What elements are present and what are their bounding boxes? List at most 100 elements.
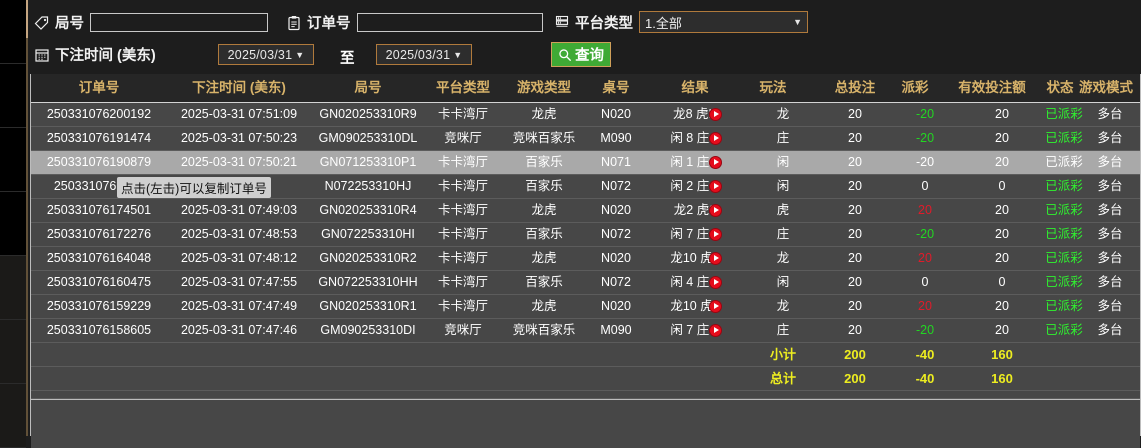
cell-order-no[interactable]: 250331076158605 xyxy=(46,323,152,337)
platform-type-value: 1.全部 xyxy=(645,15,682,31)
cell-order-no[interactable]: 250331076190879 xyxy=(46,155,152,169)
date-to-picker[interactable]: 2025/03/31 ▼ xyxy=(376,44,472,65)
cell-order-no[interactable]: 250331076172276 xyxy=(46,227,152,241)
column-header[interactable]: 结果 xyxy=(681,80,709,95)
rail-segment[interactable] xyxy=(0,384,26,448)
column-header[interactable]: 平台类型 xyxy=(436,80,490,95)
cell-round-no[interactable]: GM090253310DI xyxy=(320,323,416,337)
rail-segment[interactable] xyxy=(0,128,26,192)
cell-round-no[interactable]: GN071253310P1 xyxy=(319,155,417,169)
column-header[interactable]: 玩法 xyxy=(759,80,787,95)
copy-order-tooltip: 点击(左击)可以复制订单号 xyxy=(117,177,271,198)
cell-result: 龙10 虎4 xyxy=(670,299,720,313)
table-row[interactable]: 250331076159229 2025-03-31 07:47:49 GN0202… xyxy=(31,295,1140,319)
cell-play: 虎 xyxy=(776,203,790,217)
cell-order-no[interactable]: 250331076159229 xyxy=(46,299,152,313)
summary-label: 总计 xyxy=(769,371,796,386)
cell-play: 闲 xyxy=(776,179,790,193)
cell-total-bet: 20 xyxy=(848,251,862,265)
round-no-input[interactable] xyxy=(90,13,268,32)
play-video-icon[interactable] xyxy=(709,204,722,217)
rail-segment[interactable] xyxy=(0,64,26,128)
rail-segment[interactable] xyxy=(0,256,26,320)
cell-table-no: N072 xyxy=(601,275,631,289)
cell-platform: 卡卡湾厅 xyxy=(437,275,488,289)
column-header[interactable]: 有效投注额 xyxy=(958,80,1026,95)
cell-order-no[interactable]: 250331076200192 xyxy=(46,107,152,121)
cell-mode: 多台 xyxy=(1097,299,1123,313)
cell-table-no: M090 xyxy=(600,323,632,337)
column-header[interactable]: 局号 xyxy=(354,80,382,95)
list-icon xyxy=(554,14,570,30)
table-scroll-area[interactable] xyxy=(31,399,1140,448)
cell-round-no[interactable]: N072253310HJ xyxy=(324,179,412,193)
play-video-icon[interactable] xyxy=(709,276,722,289)
column-header[interactable]: 订单号 xyxy=(78,80,120,95)
column-header[interactable]: 游戏类型 xyxy=(517,80,571,95)
table-row[interactable]: 250331076191474 2025-03-31 07:50:23 GM0902… xyxy=(31,127,1140,151)
table-row[interactable]: 250331076190879 2025-03-31 07:50:21 GN0712… xyxy=(31,151,1140,175)
cell-order-no[interactable]: 250331076191474 xyxy=(46,131,152,145)
cell-mode: 多台 xyxy=(1097,203,1123,217)
platform-type-label: 平台类型 xyxy=(575,15,633,32)
cell-round-no[interactable]: GN072253310HI xyxy=(321,227,415,241)
date-from-value: 2025/03/31 xyxy=(227,47,293,62)
cell-round-no[interactable]: GN020253310R2 xyxy=(319,251,417,265)
cell-mode: 多台 xyxy=(1097,155,1123,169)
cell-status: 已派彩 xyxy=(1045,275,1083,289)
cell-result: 龙8 虎K xyxy=(673,107,717,121)
cell-round-no[interactable]: GN020253310R9 xyxy=(319,107,417,121)
cell-round-no[interactable]: GN072253310HH xyxy=(318,275,418,289)
cell-mode: 多台 xyxy=(1097,107,1123,121)
cell-round-no[interactable]: GN020253310R1 xyxy=(319,299,417,313)
column-header[interactable]: 总投注 xyxy=(834,80,876,95)
table-row[interactable]: 250331076164048 2025-03-31 07:48:12 GN0202… xyxy=(31,247,1140,271)
summary-valid-bet: 160 xyxy=(991,371,1013,386)
cell-table-no: N071 xyxy=(601,155,631,169)
play-video-icon[interactable] xyxy=(709,228,722,241)
cell-payout: 20 xyxy=(918,203,932,217)
play-video-icon[interactable] xyxy=(709,156,722,169)
column-header[interactable]: 游戏模式 xyxy=(1079,80,1133,95)
column-header[interactable]: 桌号 xyxy=(602,80,630,95)
order-no-input[interactable] xyxy=(356,13,543,32)
cell-order-no[interactable]: 250331076164048 xyxy=(46,251,152,265)
bet-history-table: 订单号 下注时间 (美东) 局号 平台类型 游戏类型 桌号 结果 玩法 总投注 派彩 有效投注额 状态… xyxy=(30,74,1141,448)
play-video-icon[interactable] xyxy=(709,180,722,193)
cell-round-no[interactable]: GN020253310R4 xyxy=(319,203,417,217)
search-icon xyxy=(558,48,572,62)
play-video-icon[interactable] xyxy=(709,324,722,337)
cell-table-no: N020 xyxy=(601,251,631,265)
rail-segment[interactable] xyxy=(0,320,26,384)
query-button[interactable]: 查询 xyxy=(551,42,611,67)
cell-result: 闲 2 庄 2 xyxy=(670,179,720,193)
cell-order-no[interactable]: 250331076174501 xyxy=(46,203,152,217)
table-row[interactable]: 250331076174501 2025-03-31 07:49:03 GN0202… xyxy=(31,199,1140,223)
cell-result: 闲 7 庄 1 xyxy=(670,227,720,241)
calendar-icon xyxy=(34,47,50,63)
cell-status: 已派彩 xyxy=(1045,107,1083,121)
cell-valid-bet: 20 xyxy=(995,251,1009,265)
play-video-icon[interactable] xyxy=(709,132,722,145)
play-video-icon[interactable] xyxy=(709,300,722,313)
cell-order-no[interactable]: 250331076160475 xyxy=(46,275,152,289)
column-header[interactable]: 派彩 xyxy=(901,80,929,95)
date-from-picker[interactable]: 2025/03/31 ▼ xyxy=(218,44,314,65)
cell-table-no: N072 xyxy=(601,179,631,193)
table-row[interactable]: 250331076172276 2025-03-31 07:48:53 GN0722… xyxy=(31,223,1140,247)
table-row[interactable]: 250331076158605 2025-03-31 07:47:46 GM0902… xyxy=(31,319,1140,343)
play-video-icon[interactable] xyxy=(709,252,722,265)
play-video-icon[interactable] xyxy=(709,108,722,121)
cell-platform: 卡卡湾厅 xyxy=(437,227,488,241)
table-row[interactable]: 250331076160475 2025-03-31 07:47:55 GN0722… xyxy=(31,271,1140,295)
table-row[interactable]: 250331076200192 2025-03-31 07:51:09 GN0202… xyxy=(31,103,1140,127)
rail-segment[interactable] xyxy=(0,0,26,64)
rail-segment[interactable] xyxy=(0,192,26,256)
platform-type-select[interactable]: 1.全部 ▼ xyxy=(639,11,808,33)
column-header[interactable]: 状态 xyxy=(1046,80,1074,95)
cell-status: 已派彩 xyxy=(1045,251,1083,265)
cell-round-no[interactable]: GM090253310DL xyxy=(318,131,418,145)
cell-status: 已派彩 xyxy=(1045,203,1083,217)
column-header[interactable]: 下注时间 (美东) xyxy=(192,80,286,95)
table-row[interactable]: 2503310761800 N072253310HJ 卡卡湾厅 百家乐 N072 闲 2 … xyxy=(31,175,1140,199)
